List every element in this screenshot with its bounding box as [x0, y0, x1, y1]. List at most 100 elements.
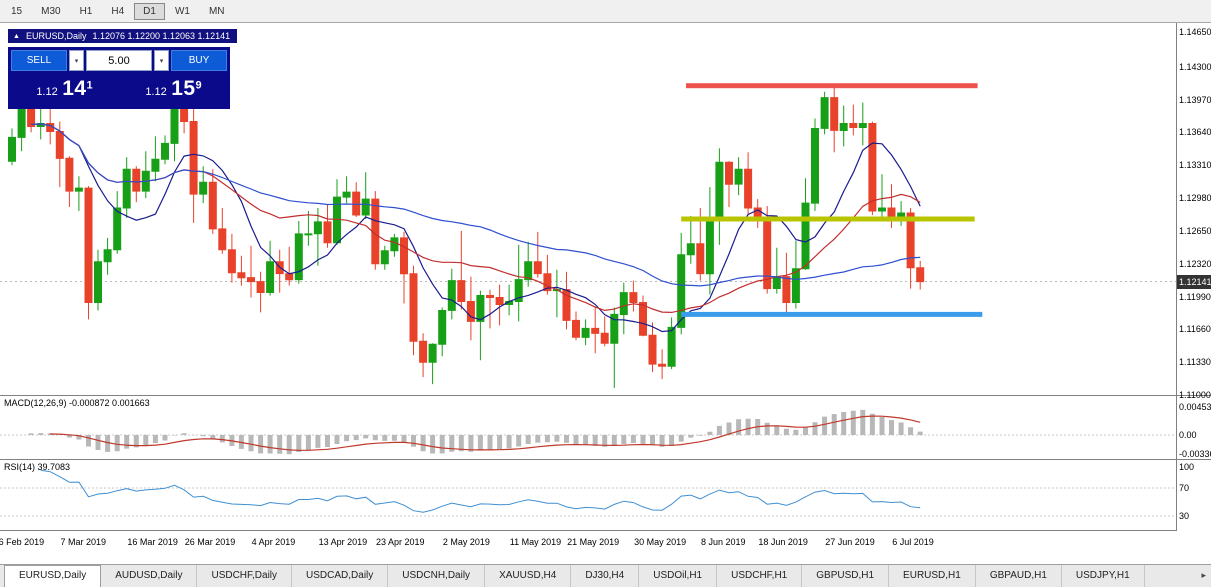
- price-scale[interactable]: 1.14650 1.14300 1.13970 1.13640 1.13310 1.129…: [1176, 23, 1211, 531]
- sell-price-sup: 1: [86, 79, 93, 92]
- tab-eurusd-h1[interactable]: EURUSD,H1: [889, 565, 976, 587]
- tab-usdcad-daily[interactable]: USDCAD,Daily: [292, 565, 389, 587]
- trade-prices-row: 1.12 141 1.12 159: [11, 74, 227, 106]
- sell-button[interactable]: SELL: [11, 50, 67, 71]
- buy-price-sup: 9: [195, 79, 202, 92]
- sell-price-big: 14: [62, 77, 87, 100]
- date-label: 7 Mar 2019: [60, 537, 106, 547]
- volume-stepper[interactable]: ▾: [154, 50, 169, 71]
- timeframe-button-w1[interactable]: W1: [174, 5, 190, 17]
- chart-window: ▲ EURUSD,Daily 1.12076 1.12200 1.12063 1…: [0, 23, 1211, 564]
- rsi-scale-label: 30: [1179, 511, 1190, 521]
- candlestick-chart[interactable]: [0, 23, 1176, 395]
- timeframe-button-m30[interactable]: M30: [41, 5, 61, 17]
- pivot-line[interactable]: [681, 216, 975, 222]
- current-price-badge: 1.12141: [1177, 274, 1211, 289]
- date-label: 21 May 2019: [567, 537, 620, 547]
- timeframe-toolbar: 15 M30 H1 H4 D1 W1 MN: [0, 0, 1211, 23]
- tab-eurusd-daily[interactable]: EURUSD,Daily: [4, 565, 102, 587]
- buy-price[interactable]: 1.12 159: [120, 74, 227, 106]
- tab-usdoil-h1[interactable]: USDOil,H1: [639, 565, 718, 587]
- chart-panes: ▲ EURUSD,Daily 1.12076 1.12200 1.12063 1…: [0, 23, 1176, 564]
- buy-price-prefix: 1.12: [145, 86, 167, 98]
- tab-audusd-daily[interactable]: AUDUSD,Daily: [101, 565, 198, 587]
- scale-separator: [1177, 459, 1211, 460]
- price-scale-label: 1.11000: [1179, 389, 1211, 400]
- date-label: 27 Jun 2019: [825, 537, 875, 547]
- date-label: 13 Apr 2019: [318, 537, 368, 547]
- date-label: 18 Jun 2019: [758, 537, 808, 547]
- timeframe-button-h4[interactable]: H4: [111, 5, 125, 17]
- date-label: 23 Apr 2019: [375, 537, 425, 547]
- tab-usdchf-h1[interactable]: USDCHF,H1: [717, 565, 803, 587]
- price-scale-label: 1.11990: [1179, 291, 1211, 302]
- chart-title-bar: ▲ EURUSD,Daily 1.12076 1.12200 1.12063 1…: [8, 29, 238, 43]
- price-scale-label: 1.14300: [1179, 61, 1211, 72]
- date-label: 26 Feb 2019: [0, 537, 45, 547]
- timeframe-button-d1[interactable]: D1: [134, 2, 165, 20]
- moving-average-8-line: [31, 123, 921, 333]
- rsi-label: RSI(14) 39.7083: [4, 462, 71, 472]
- price-scale-label: 1.14650: [1179, 27, 1211, 37]
- macd-label: MACD(12,26,9) -0.000872 0.001663: [4, 398, 150, 408]
- tab-xauusd-h4[interactable]: XAUUSD,H4: [485, 565, 572, 587]
- down-candle-bodies: [27, 84, 925, 367]
- rsi-chart[interactable]: [0, 460, 1176, 530]
- date-label: 30 May 2019: [634, 537, 687, 547]
- price-scale-label: 1.11330: [1179, 357, 1211, 368]
- tab-usdchf-daily[interactable]: USDCHF,Daily: [197, 565, 293, 587]
- buy-price-big: 15: [171, 77, 196, 100]
- volume-dropdown[interactable]: ▾: [69, 50, 84, 71]
- resistance-line[interactable]: [686, 83, 978, 89]
- macd-scale-label: 0.004537: [1179, 402, 1211, 413]
- rsi-line: [40, 469, 921, 513]
- sell-price[interactable]: 1.12 141: [11, 74, 118, 106]
- volume-input[interactable]: 5.00: [86, 50, 152, 71]
- rsi-indicator-pane[interactable]: RSI(14) 39.7083: [0, 460, 1176, 531]
- scale-separator: [1177, 395, 1211, 396]
- price-scale-label: 1.11660: [1179, 324, 1211, 335]
- tab-gbpusd-h1[interactable]: GBPUSD,H1: [802, 565, 890, 587]
- macd-scale-label: -0.003362: [1179, 449, 1211, 459]
- date-label: 6 Jul 2019: [892, 537, 934, 547]
- timeframe-button-mn[interactable]: MN: [208, 5, 225, 17]
- macd-chart[interactable]: [0, 396, 1176, 459]
- macd-indicator-pane[interactable]: MACD(12,26,9) -0.000872 0.001663: [0, 396, 1176, 460]
- timeframe-button-15[interactable]: 15: [11, 5, 23, 17]
- buy-button[interactable]: BUY: [171, 50, 227, 71]
- chart-icon: ▲: [13, 32, 20, 40]
- tab-usdcnh-daily[interactable]: USDCNH,Daily: [388, 565, 486, 587]
- date-label: 16 Mar 2019: [127, 537, 178, 547]
- macd-histogram: [28, 409, 923, 455]
- price-scale-label: 1.13970: [1179, 94, 1211, 105]
- price-scale-label: 1.12650: [1179, 225, 1211, 236]
- chart-tabs-bar: EURUSD,Daily AUDUSD,Daily USDCHF,Daily USDC…: [0, 564, 1211, 587]
- tab-usdjpy-h1[interactable]: USDJPY,H1: [1062, 565, 1145, 587]
- date-label: 8 Jun 2019: [701, 537, 746, 547]
- date-label: 4 Apr 2019: [251, 537, 296, 547]
- macd-signal-line: [50, 415, 921, 451]
- tab-scroll-right-icon[interactable]: ▸: [1199, 570, 1208, 581]
- tab-gbpaud-h1[interactable]: GBPAUD,H1: [976, 565, 1062, 587]
- rsi-scale-label: 100: [1179, 462, 1195, 472]
- chart-symbol-label: EURUSD,Daily: [25, 31, 87, 41]
- rsi-scale-label: 70: [1179, 483, 1190, 493]
- one-click-trading-panel: SELL ▾ 5.00 ▾ BUY 1.12 141: [8, 47, 230, 109]
- price-scale-label: 1.13640: [1179, 127, 1211, 138]
- date-label: 11 May 2019: [509, 537, 562, 547]
- price-scale-label: 1.12320: [1179, 258, 1211, 269]
- trade-controls-row: SELL ▾ 5.00 ▾ BUY: [11, 50, 227, 71]
- moving-average-50-line: [31, 123, 921, 287]
- time-axis[interactable]: 26 Feb 2019 7 Mar 2019 16 Mar 2019 26 Mar 2…: [0, 531, 1176, 564]
- chevron-down-icon: ▾: [74, 57, 79, 65]
- chevron-down-icon: ▾: [159, 57, 164, 65]
- tab-dj30-h4[interactable]: DJ30,H4: [571, 565, 640, 587]
- price-scale-label: 1.12980: [1179, 193, 1211, 204]
- price-scale-label: 1.13310: [1179, 160, 1211, 171]
- price-chart-pane[interactable]: ▲ EURUSD,Daily 1.12076 1.12200 1.12063 1…: [0, 23, 1176, 396]
- timeframe-button-h1[interactable]: H1: [79, 5, 93, 17]
- support-line[interactable]: [681, 311, 983, 317]
- chart-ohlc-values: 1.12076 1.12200 1.12063 1.12141: [92, 31, 231, 41]
- macd-scale-label: 0.00: [1179, 430, 1197, 440]
